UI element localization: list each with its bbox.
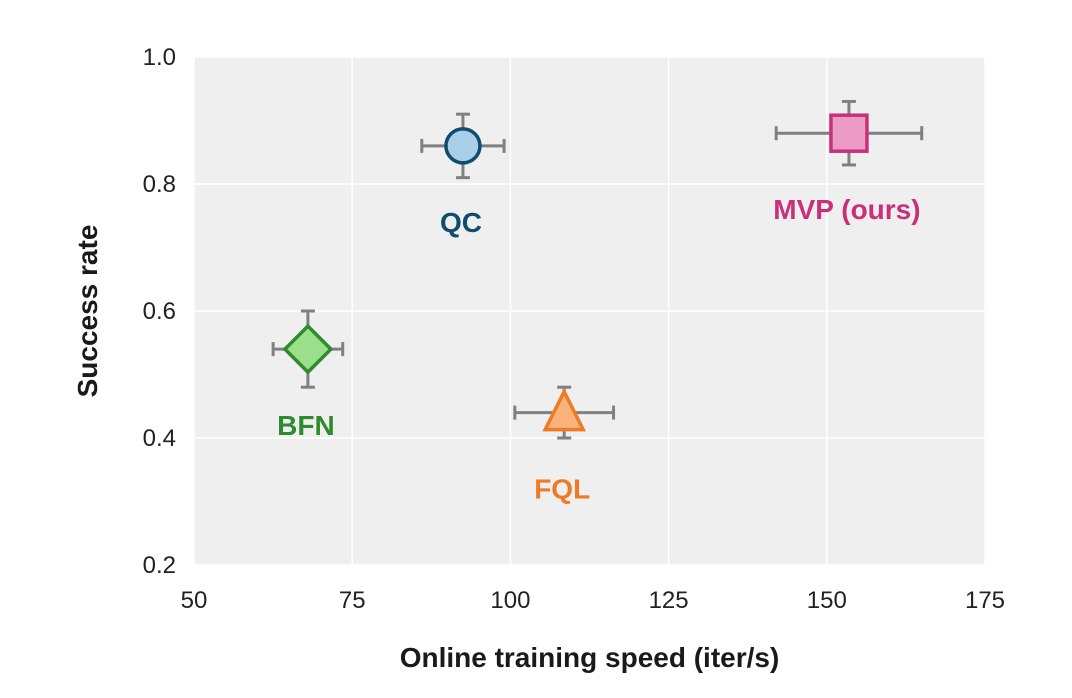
point-bfn: BFN	[271, 309, 345, 441]
x-tick-label: 175	[965, 587, 1005, 614]
point-label-bfn: BFN	[277, 410, 335, 441]
gridlines	[193, 56, 986, 566]
y-tick-label: 0.6	[143, 298, 176, 325]
point-label-qc: QC	[440, 207, 482, 238]
point-label-mvp-ours: MVP (ours)	[773, 194, 920, 225]
point-mvp-ours: MVP (ours)	[773, 99, 924, 225]
x-tick-label: 125	[649, 587, 689, 614]
x-tick-label: 50	[181, 587, 208, 614]
marker-triangle	[542, 387, 587, 432]
y-tick-label: 1.0	[143, 44, 176, 71]
y-tick-label: 0.2	[143, 552, 176, 579]
point-fql: FQL	[513, 385, 616, 505]
point-label-fql: FQL	[534, 474, 590, 505]
y-tick-labels: 0.2 0.4 0.6 0.8 1.0	[143, 44, 176, 579]
marker-diamond	[282, 323, 334, 375]
marker-circle	[444, 127, 482, 165]
x-tick-label: 150	[807, 587, 847, 614]
x-tick-labels: 50 75 100 125 150 175	[181, 587, 1005, 614]
y-tick-label: 0.8	[143, 171, 176, 198]
x-tick-label: 100	[490, 587, 530, 614]
data-points: QC MVP (ours) BFN FQL	[271, 99, 924, 505]
marker-square	[829, 113, 869, 153]
point-qc: QC	[420, 112, 506, 238]
x-tick-label: 75	[339, 587, 366, 614]
y-axis-title: Success rate	[72, 225, 103, 398]
x-axis-title: Online training speed (iter/s)	[400, 642, 780, 673]
y-tick-label: 0.4	[143, 425, 176, 452]
